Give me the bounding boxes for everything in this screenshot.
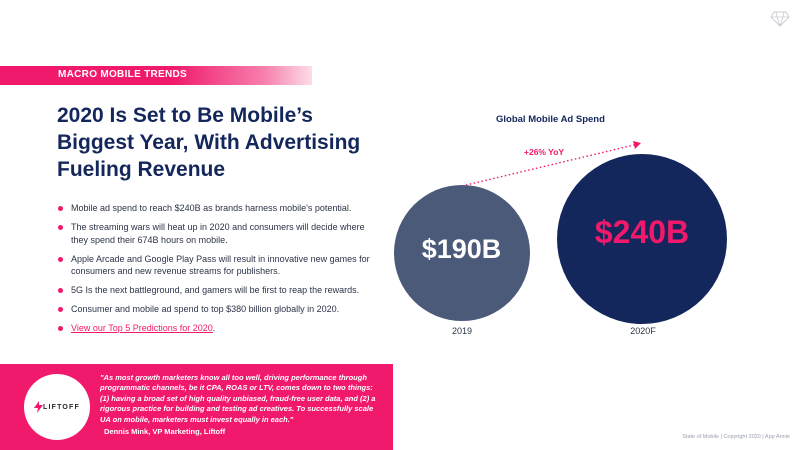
yoy-annotation: +26% YoY (524, 147, 565, 157)
bullet-item: Consumer and mobile ad spend to top $380… (57, 303, 377, 316)
yoy-arrow-head (633, 141, 641, 149)
year-label-2020: 2020F (630, 326, 656, 336)
link-suffix: . (212, 323, 216, 333)
value-label-2019: $190B (421, 234, 502, 264)
bullet-item: 5G Is the next battleground, and gamers … (57, 284, 377, 297)
quote-author: Dennis Mink, VP Marketing, Liftoff (104, 427, 226, 436)
predictions-link[interactable]: View our Top 5 Predictions for 2020 (71, 323, 213, 333)
page-title: 2020 Is Set to Be Mobile’s Biggest Year,… (57, 104, 361, 181)
bullet-item: The streaming wars will heat up in 2020 … (57, 221, 377, 246)
diamond-logo-icon (770, 11, 790, 28)
section-label: MACRO MOBILE TRENDS (58, 69, 188, 80)
bullet-list: Mobile ad spend to reach $240B as brands… (57, 202, 377, 341)
section-bar (0, 66, 312, 85)
quote-text: "As most growth marketers know all too w… (100, 373, 376, 424)
value-label-2020: $240B (594, 214, 690, 250)
chart-title: Global Mobile Ad Spend (496, 114, 605, 125)
liftoff-logo-text: LIFTOFF (42, 403, 81, 411)
liftoff-bolt-icon (33, 401, 43, 413)
bullet-item: Apple Arcade and Google Play Pass will r… (57, 253, 377, 278)
bullet-item-link: View our Top 5 Predictions for 2020. (57, 322, 377, 335)
bullet-item: Mobile ad spend to reach $240B as brands… (57, 202, 377, 215)
liftoff-logo: LIFTOFF (24, 374, 90, 440)
year-label-2019: 2019 (451, 326, 473, 336)
footer-text: State of Mobile | Copyright 2020 | App A… (682, 434, 790, 440)
